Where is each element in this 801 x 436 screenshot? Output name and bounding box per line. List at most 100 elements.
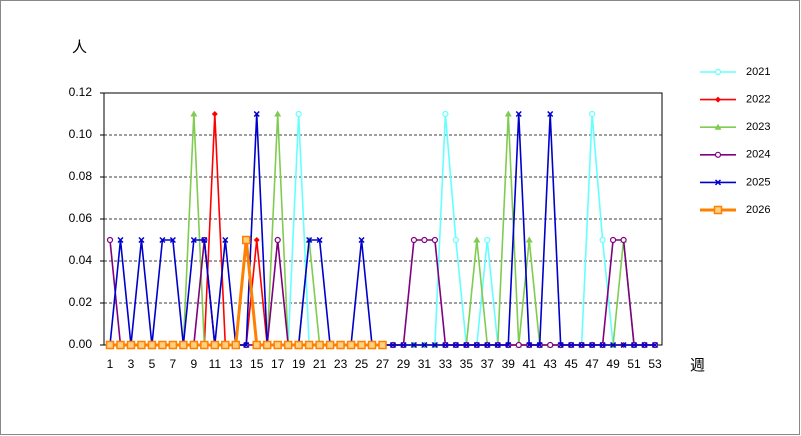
legend-label: 2023 bbox=[746, 121, 770, 133]
data-point bbox=[410, 341, 417, 349]
data-point bbox=[274, 236, 281, 244]
data-point bbox=[158, 340, 167, 350]
data-point bbox=[336, 340, 345, 350]
data-point bbox=[231, 340, 241, 350]
x-tick-label: 13 bbox=[229, 357, 243, 371]
data-point bbox=[378, 340, 387, 350]
y-tick-label: 0.08 bbox=[69, 169, 93, 183]
data-point bbox=[620, 341, 627, 349]
data-point bbox=[452, 236, 459, 244]
data-point bbox=[599, 236, 606, 244]
data-point bbox=[620, 236, 627, 244]
data-point bbox=[262, 340, 272, 350]
data-point bbox=[494, 341, 501, 349]
x-tick-label: 37 bbox=[481, 357, 495, 371]
data-point bbox=[211, 111, 218, 117]
x-tick-label: 53 bbox=[648, 357, 662, 371]
x-tick-label: 15 bbox=[250, 357, 264, 371]
x-tick-label: 9 bbox=[191, 357, 198, 371]
data-point bbox=[316, 236, 323, 244]
data-point bbox=[179, 340, 188, 350]
data-point bbox=[168, 340, 178, 350]
data-point bbox=[346, 340, 356, 350]
y-tick-label: 0.12 bbox=[69, 85, 93, 99]
legend-marker bbox=[714, 123, 722, 130]
data-point bbox=[515, 341, 522, 349]
data-point bbox=[609, 236, 617, 244]
x-tick-label: 1 bbox=[107, 357, 114, 371]
x-tick-label: 29 bbox=[397, 357, 411, 371]
data-point bbox=[547, 341, 554, 349]
legend-label: 2024 bbox=[746, 149, 770, 161]
legend-label: 2021 bbox=[746, 66, 770, 78]
data-point bbox=[367, 340, 377, 350]
data-point bbox=[431, 341, 438, 349]
x-tick-label: 3 bbox=[128, 357, 135, 371]
data-point bbox=[536, 341, 543, 349]
data-point bbox=[557, 341, 564, 349]
y-tick-label: 0.10 bbox=[69, 127, 93, 141]
data-point bbox=[578, 341, 585, 349]
data-point bbox=[243, 341, 250, 349]
legend-label: 2025 bbox=[746, 176, 770, 188]
legend-marker bbox=[714, 68, 722, 76]
data-point bbox=[525, 236, 533, 243]
data-point bbox=[126, 340, 136, 350]
data-point bbox=[295, 110, 302, 118]
data-point bbox=[651, 341, 659, 349]
data-point bbox=[589, 110, 596, 118]
data-point bbox=[137, 340, 146, 350]
data-point bbox=[484, 236, 491, 244]
x-tick-label: 19 bbox=[292, 357, 306, 371]
y-tick-label: 0.00 bbox=[69, 337, 93, 351]
data-point bbox=[189, 340, 199, 350]
data-point bbox=[357, 340, 366, 350]
x-axis-label: 週 bbox=[690, 357, 705, 374]
legend-marker bbox=[714, 151, 722, 158]
y-tick-label: 0.02 bbox=[69, 295, 93, 309]
data-point bbox=[421, 236, 428, 244]
data-point bbox=[358, 236, 365, 244]
x-tick-label: 47 bbox=[585, 357, 599, 371]
x-tick-label: 49 bbox=[606, 357, 620, 371]
data-point bbox=[159, 236, 166, 244]
data-point bbox=[274, 110, 282, 117]
data-point bbox=[473, 236, 481, 243]
data-point bbox=[190, 236, 197, 244]
data-point bbox=[253, 110, 260, 118]
data-point bbox=[325, 340, 335, 350]
legend-marker bbox=[714, 179, 722, 186]
data-point bbox=[515, 110, 522, 118]
data-point bbox=[116, 340, 125, 350]
data-point bbox=[169, 236, 176, 244]
data-point bbox=[253, 237, 260, 243]
data-point bbox=[452, 341, 459, 349]
data-point bbox=[242, 235, 251, 245]
data-point bbox=[631, 341, 638, 349]
data-point bbox=[283, 340, 293, 350]
x-tick-label: 5 bbox=[149, 357, 156, 371]
data-point bbox=[463, 341, 470, 349]
data-point bbox=[442, 341, 449, 349]
legend-marker bbox=[713, 205, 723, 215]
data-point bbox=[389, 341, 397, 349]
x-tick-label: 35 bbox=[460, 357, 474, 371]
data-point bbox=[599, 341, 606, 349]
data-point bbox=[222, 236, 229, 244]
data-point bbox=[442, 110, 449, 118]
legend-marker bbox=[715, 96, 721, 103]
data-point bbox=[410, 236, 418, 244]
data-point bbox=[210, 340, 220, 350]
data-point bbox=[306, 236, 313, 244]
data-point bbox=[190, 110, 198, 117]
x-tick-label: 31 bbox=[418, 357, 432, 371]
data-point bbox=[589, 341, 596, 349]
x-tick-label: 39 bbox=[502, 357, 516, 371]
data-point bbox=[138, 236, 145, 244]
data-point bbox=[505, 341, 512, 349]
x-tick-label: 25 bbox=[355, 357, 369, 371]
data-point bbox=[484, 341, 491, 349]
data-point bbox=[117, 236, 124, 244]
y-tick-label: 0.04 bbox=[69, 253, 93, 267]
